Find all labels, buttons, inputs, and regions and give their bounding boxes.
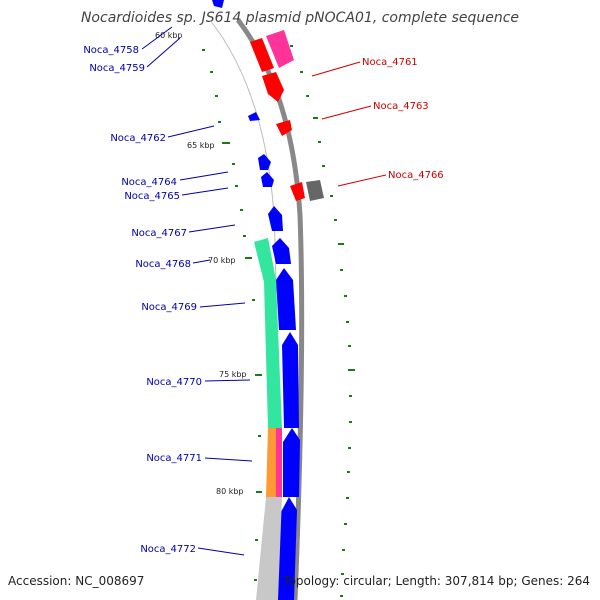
reverse-label-leaders: [141, 26, 253, 556]
gene-noca-4758-arrow[interactable]: [212, 0, 224, 8]
gene-label-noca-4768[interactable]: Noca_4768: [135, 259, 191, 270]
summary-text: Topology: circular; Length: 307,814 bp; …: [283, 574, 590, 588]
gene-label-noca-4772[interactable]: Noca_4772: [140, 544, 196, 555]
gene-label-noca-4766[interactable]: Noca_4766: [388, 170, 444, 181]
leader-noca-4767: [188, 224, 236, 233]
forward-strand-genes: [250, 30, 324, 201]
gene-label-noca-4761[interactable]: Noca_4761: [362, 57, 418, 68]
gene-label-noca-4764[interactable]: Noca_4764: [121, 177, 177, 188]
accession-text: Accession: NC_008697: [8, 574, 145, 588]
gene-noca-4767-arrow[interactable]: [268, 206, 283, 231]
tick-label-65kbp: 65 kbp: [187, 141, 215, 150]
kbp-ticks: 60 kbp 65 kbp 70 kbp 75 kbp 80 kbp: [155, 31, 247, 496]
gene-noca-4766b-block[interactable]: [306, 180, 324, 201]
gene-noca-4769-arrow[interactable]: [276, 268, 296, 330]
reverse-gene-labels: Noca_4758 Noca_4759 Noca_4762 Noca_4764 …: [83, 45, 202, 555]
leader-noca-4762: [167, 125, 215, 138]
gene-noca-4768-arrow[interactable]: [272, 238, 291, 264]
leader-noca-4761: [311, 61, 361, 77]
leader-noca-4770: [204, 379, 251, 382]
feature-bands: [254, 238, 282, 600]
leader-noca-4772: [197, 547, 245, 556]
gene-noca-4772-arrow[interactable]: [276, 497, 297, 600]
feature-orange-band: [266, 428, 276, 497]
gene-label-noca-4759[interactable]: Noca_4759: [89, 63, 145, 74]
map-title: Nocardioides sp. JS614 plasmid pNOCA01, …: [80, 10, 520, 26]
gene-label-noca-4767[interactable]: Noca_4767: [131, 228, 187, 239]
gene-noca-4763-arrow[interactable]: [276, 120, 292, 136]
feature-gray-band: [256, 497, 282, 600]
gc-ticks: [202, 45, 355, 597]
leader-noca-4765: [181, 187, 229, 196]
gene-noca-4770-arrow[interactable]: [282, 332, 299, 428]
reverse-strand-genes: [212, 0, 300, 600]
tick-label-70kbp: 70 kbp: [208, 256, 236, 265]
gene-noca-4760-block[interactable]: [266, 30, 294, 68]
leader-noca-4758: [141, 26, 173, 50]
forward-gene-labels: Noca_4761 Noca_4763 Noca_4766: [362, 57, 444, 181]
gene-noca-4761-arrow[interactable]: [262, 72, 284, 102]
gene-noca-4765-arrow[interactable]: [261, 172, 274, 187]
feature-teal-band: [254, 238, 282, 428]
leader-noca-4764: [179, 171, 229, 181]
gene-noca-4766-arrow[interactable]: [290, 182, 305, 201]
leader-noca-4771: [204, 457, 253, 462]
tick-label-80kbp: 80 kbp: [216, 487, 244, 496]
gene-label-noca-4769[interactable]: Noca_4769: [141, 302, 197, 313]
gene-label-noca-4771[interactable]: Noca_4771: [146, 453, 202, 464]
gene-noca-4771-arrow[interactable]: [283, 428, 300, 497]
gene-label-noca-4765[interactable]: Noca_4765: [124, 191, 180, 202]
tick-label-75kbp: 75 kbp: [219, 370, 247, 379]
gene-noca-4759-block[interactable]: [250, 38, 274, 72]
gene-noca-4762-arrow[interactable]: [248, 112, 260, 121]
leader-noca-4763: [321, 105, 372, 120]
gene-label-noca-4758[interactable]: Noca_4758: [83, 45, 139, 56]
tick-label-60kbp: 60 kbp: [155, 31, 183, 40]
gene-noca-4764-arrow[interactable]: [258, 154, 271, 170]
leader-noca-4769: [199, 302, 246, 308]
feature-pink-band: [276, 428, 282, 497]
leader-noca-4766: [337, 174, 387, 187]
gene-label-noca-4762[interactable]: Noca_4762: [110, 133, 166, 144]
gene-label-noca-4770[interactable]: Noca_4770: [146, 377, 202, 388]
gene-label-noca-4763[interactable]: Noca_4763: [373, 101, 429, 112]
leader-noca-4759: [146, 37, 181, 68]
forward-label-leaders: [311, 61, 387, 187]
leader-noca-4768: [192, 259, 211, 264]
